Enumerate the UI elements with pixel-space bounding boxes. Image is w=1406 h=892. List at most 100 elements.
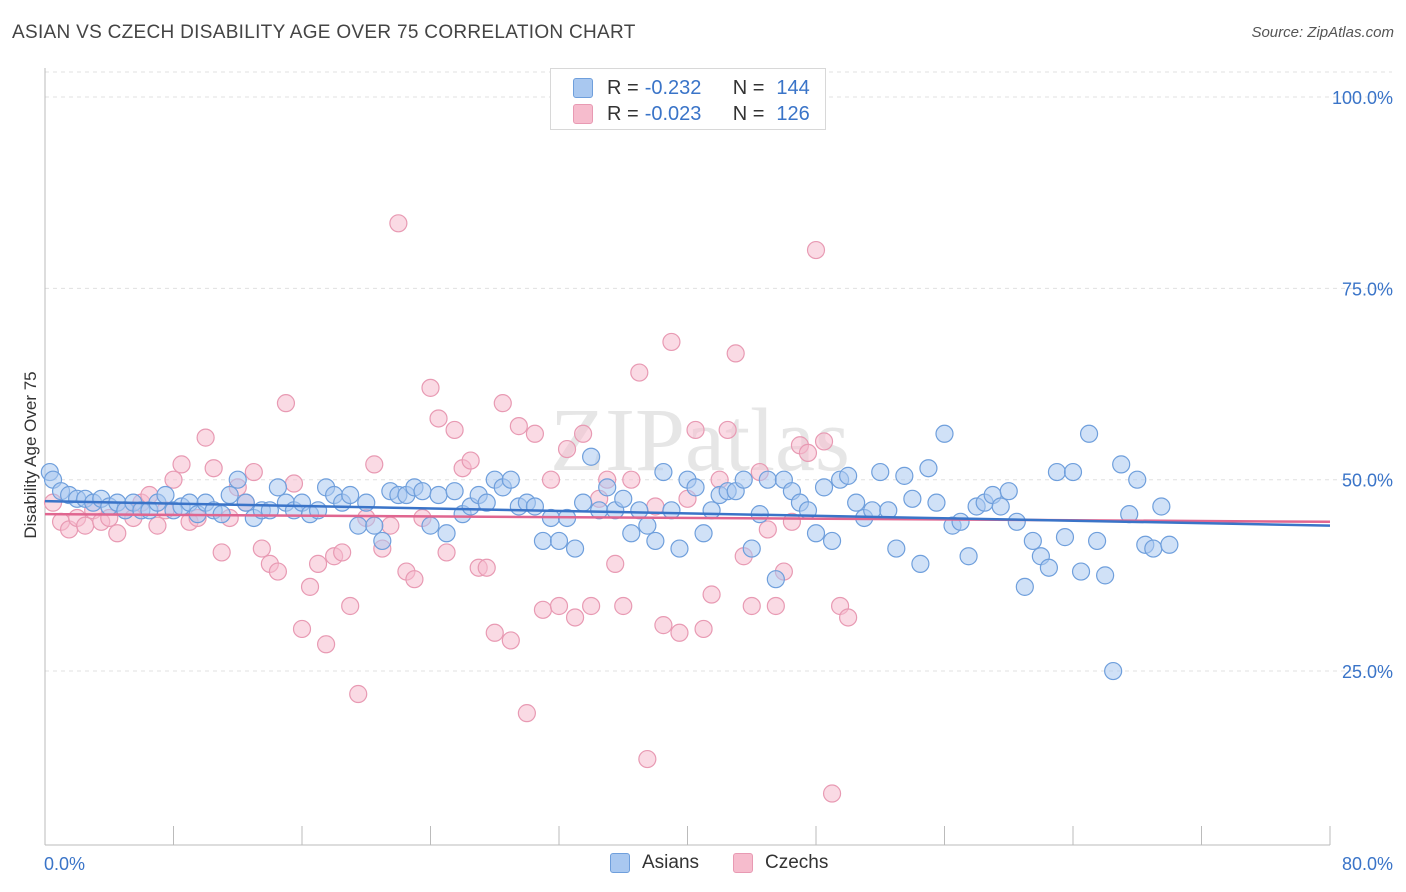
asians-point [686, 478, 705, 497]
y-tick-label: 100.0% [1332, 88, 1393, 108]
czechs-point [308, 554, 328, 573]
czechs-point [814, 432, 834, 451]
asians-point [1160, 535, 1179, 554]
asians-point [373, 531, 392, 551]
r-value: -0.232 [644, 76, 702, 99]
trend-lines [44, 499, 1331, 527]
asians-point [1128, 470, 1147, 489]
asians-point [927, 493, 946, 512]
x-tick-label-max: 80.0% [1342, 854, 1393, 874]
asians-point [999, 482, 1018, 501]
asians-point [919, 459, 938, 478]
asians-point [421, 516, 440, 535]
correlation-legend: R = -0.232 N = 144 R = -0.023 N = 126 [550, 68, 826, 130]
czechs-point [694, 619, 713, 639]
asians-point [1063, 462, 1083, 482]
czechs-point [549, 596, 569, 616]
czechs-point [565, 608, 585, 627]
czechs-point [702, 585, 721, 604]
czechs-point [276, 394, 296, 413]
asians-point [268, 478, 288, 497]
czechs-point [284, 474, 304, 493]
czechs-point [798, 443, 818, 463]
asians-point [662, 501, 681, 520]
czechs-point [541, 470, 561, 489]
czechs-point [822, 784, 842, 803]
asians-point [220, 485, 239, 505]
asians-swatch [610, 853, 630, 873]
asians-point [959, 547, 978, 566]
asians-point [734, 470, 753, 489]
asians-point [1047, 462, 1067, 482]
czechs-point [148, 516, 167, 535]
czechs-point [509, 417, 528, 436]
asians-point [549, 531, 569, 551]
asians-point [1039, 558, 1059, 577]
y-axis-label: Disability Age Over 75 [21, 371, 40, 538]
czechs-point [742, 596, 761, 616]
r-value: -0.023 [644, 102, 702, 125]
czechs-point [252, 539, 271, 558]
czechs-point [421, 378, 440, 397]
legend-label-czechs: Czechs [765, 852, 829, 873]
asians-point [1071, 562, 1091, 581]
czechs-point [381, 516, 400, 535]
asians-point [646, 531, 665, 551]
chart-title: ASIAN VS CZECH DISABILITY AGE OVER 75 CO… [12, 22, 636, 43]
asians-point [573, 493, 593, 512]
n-label: N = [732, 76, 765, 99]
n-label: N = [732, 102, 765, 125]
czechs-point [164, 470, 183, 489]
czechs-point [533, 600, 553, 619]
czechs-point [806, 240, 826, 260]
czechs-point [268, 562, 288, 581]
legend-label-asians: Asians [642, 852, 700, 873]
asians-point [614, 489, 633, 508]
asians-swatch [573, 78, 593, 98]
czechs-point [654, 616, 673, 635]
asians-point [533, 531, 553, 551]
legend-item-czechs[interactable]: Czechs [733, 852, 828, 874]
czechs-point [758, 520, 777, 539]
asians-point [935, 424, 954, 443]
legend-item-asians[interactable]: Asians [610, 852, 699, 874]
czechs-point [437, 543, 456, 562]
r-label: R = [607, 102, 639, 125]
asians-point [437, 524, 456, 543]
asians-point [501, 470, 520, 489]
asians-point [903, 489, 922, 508]
y-tick-label: 50.0% [1342, 471, 1393, 491]
czechs-point [686, 420, 705, 440]
asians-point [1104, 661, 1123, 681]
asians-point [630, 501, 649, 520]
axes [44, 68, 1331, 846]
czechs-point [349, 684, 368, 704]
asians-point [638, 516, 657, 535]
asians-point [871, 462, 890, 482]
asians-point [525, 497, 545, 516]
asians-point [565, 539, 585, 558]
czechs-point [445, 420, 464, 440]
asians-point [847, 493, 866, 512]
czechs-point [614, 596, 633, 616]
asians-point [758, 470, 777, 489]
legend-row-asians: R = -0.232 N = 144 [573, 76, 810, 100]
czechs-point [573, 424, 593, 443]
czechs-point [300, 577, 320, 596]
asians-point [228, 470, 247, 489]
asians-point [670, 539, 689, 558]
asians-point [622, 524, 641, 543]
asians-point [951, 512, 970, 531]
asians-point [822, 531, 842, 551]
asians-point [1023, 531, 1042, 551]
asians-point [911, 554, 930, 573]
asians-point [1096, 566, 1115, 585]
czechs-point [204, 459, 223, 478]
czechs-point [630, 363, 649, 382]
asians-point [1007, 512, 1026, 531]
czechs-point [244, 462, 263, 482]
czechs-point [341, 596, 360, 616]
asians-point [156, 485, 175, 505]
czechs-point [557, 439, 577, 459]
